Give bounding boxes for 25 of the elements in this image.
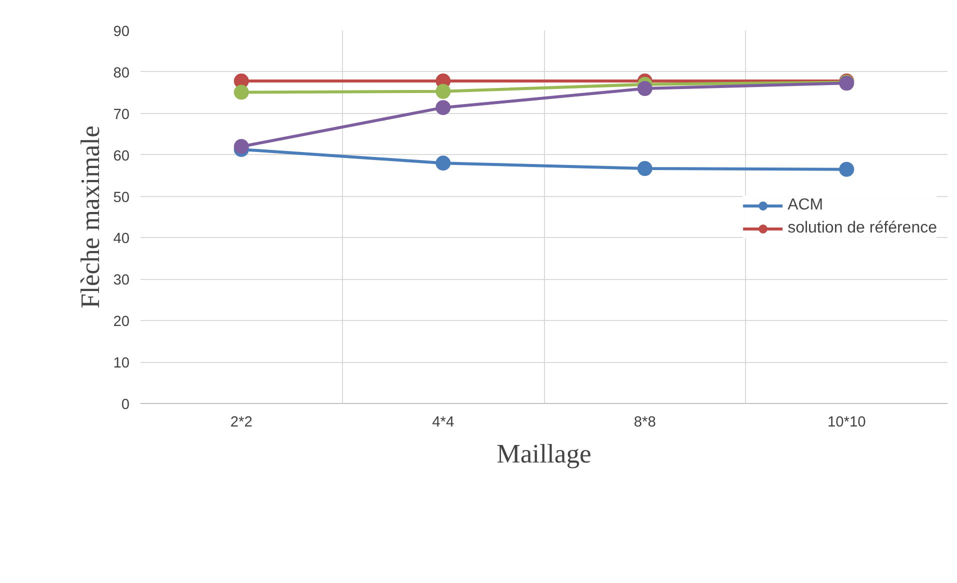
point <box>436 100 451 116</box>
y-tick-label: 50 <box>113 190 130 206</box>
y-tick-label: 30 <box>113 272 130 289</box>
legend-label: ACM <box>788 196 824 214</box>
y-tick-label: 80 <box>113 65 130 82</box>
x-tick-label: 4*4 <box>432 414 454 430</box>
y-axis-title: Flèche maximale <box>75 126 106 308</box>
point <box>637 161 652 176</box>
legend-label: solution de référence <box>788 219 937 237</box>
point <box>436 156 451 171</box>
point <box>637 81 652 96</box>
x-axis-title: Maillage <box>496 438 592 468</box>
y-tick-label: 0 <box>121 397 130 413</box>
point <box>839 162 854 177</box>
y-tick-label: 60 <box>113 148 130 164</box>
x-tick-label: 2*2 <box>230 414 252 430</box>
y-tick-label: 40 <box>113 231 130 248</box>
y-tick-label: 90 <box>113 24 130 40</box>
y-tick-label: 70 <box>113 106 130 123</box>
y-tick-label: 20 <box>113 314 130 330</box>
y-tick-label: 10 <box>113 356 130 372</box>
point <box>234 84 249 100</box>
point <box>436 84 451 99</box>
x-tick-label: 8*8 <box>634 414 656 430</box>
x-tick-label: 10*10 <box>827 414 866 430</box>
